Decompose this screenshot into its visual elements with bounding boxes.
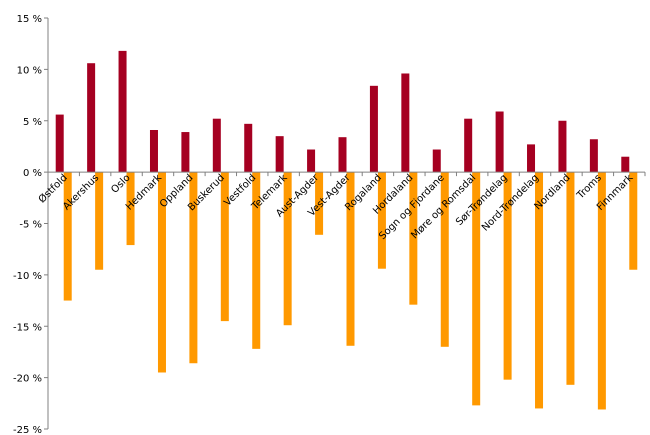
bar-series-1-16 (558, 120, 567, 173)
bar-series-2-11 (409, 172, 418, 305)
bar-series-2-15 (535, 172, 544, 409)
bar-series-1-7 (275, 136, 284, 173)
y-ticks: 15 % 10 % 5 % 0 % -5 % -10 % -15 % -20 % -25 % (13, 14, 48, 435)
y-tick-label: -10 % (13, 271, 42, 282)
y-tick-label: 0 % (23, 168, 42, 179)
bar-series-2-9 (346, 172, 355, 346)
bar-series-1-18 (621, 156, 630, 173)
bar-series-2-0 (63, 172, 72, 301)
bar-series-1-9 (338, 137, 347, 173)
y-tick-label: -20 % (13, 374, 42, 385)
bar-series-1-8 (307, 149, 316, 173)
bar-series-1-3 (149, 129, 158, 173)
bar-series-1-5 (212, 118, 221, 173)
bar-series-2-7 (283, 172, 292, 326)
bar-series-1-14 (495, 111, 504, 173)
x-ticks (47, 172, 646, 177)
bar-series-1-1 (87, 63, 96, 173)
bar-series-1-2 (118, 50, 127, 173)
bar-series-2-12 (440, 172, 449, 347)
bar-series-2-1 (95, 172, 104, 270)
bar-series-2-4 (189, 172, 198, 364)
bar-series-1-15 (527, 144, 536, 173)
bar-series-1-13 (464, 118, 473, 173)
y-tick-label: 10 % (17, 65, 42, 76)
bar-series-2-5 (220, 172, 229, 322)
bar-series-2-6 (252, 172, 261, 349)
y-tick-label: 15 % (17, 14, 42, 25)
y-tick-label: -15 % (13, 322, 42, 333)
y-tick-label: -5 % (19, 220, 42, 231)
bar-series-1-11 (401, 73, 410, 173)
bar-series-2-18 (629, 172, 638, 270)
bar-series-1-12 (432, 149, 441, 173)
bar-series-1-0 (55, 114, 64, 173)
bar-series-2-14 (503, 172, 512, 380)
bar-series-2-10 (377, 172, 386, 269)
bar-series-2-17 (597, 172, 606, 410)
bar-series-1-17 (589, 139, 598, 173)
bar-series-1-4 (181, 132, 190, 173)
bar-series-2-8 (315, 172, 324, 235)
bar-series-2-3 (157, 172, 166, 373)
bars (55, 50, 638, 410)
bar-series-1-10 (369, 85, 378, 173)
y-tick-label: 5 % (23, 117, 42, 128)
bar-series-2-2 (126, 172, 135, 246)
bar-series-2-13 (472, 172, 481, 406)
bar-series-1-6 (244, 123, 253, 173)
bar-series-2-16 (566, 172, 575, 385)
y-tick-label: -25 % (13, 425, 42, 435)
